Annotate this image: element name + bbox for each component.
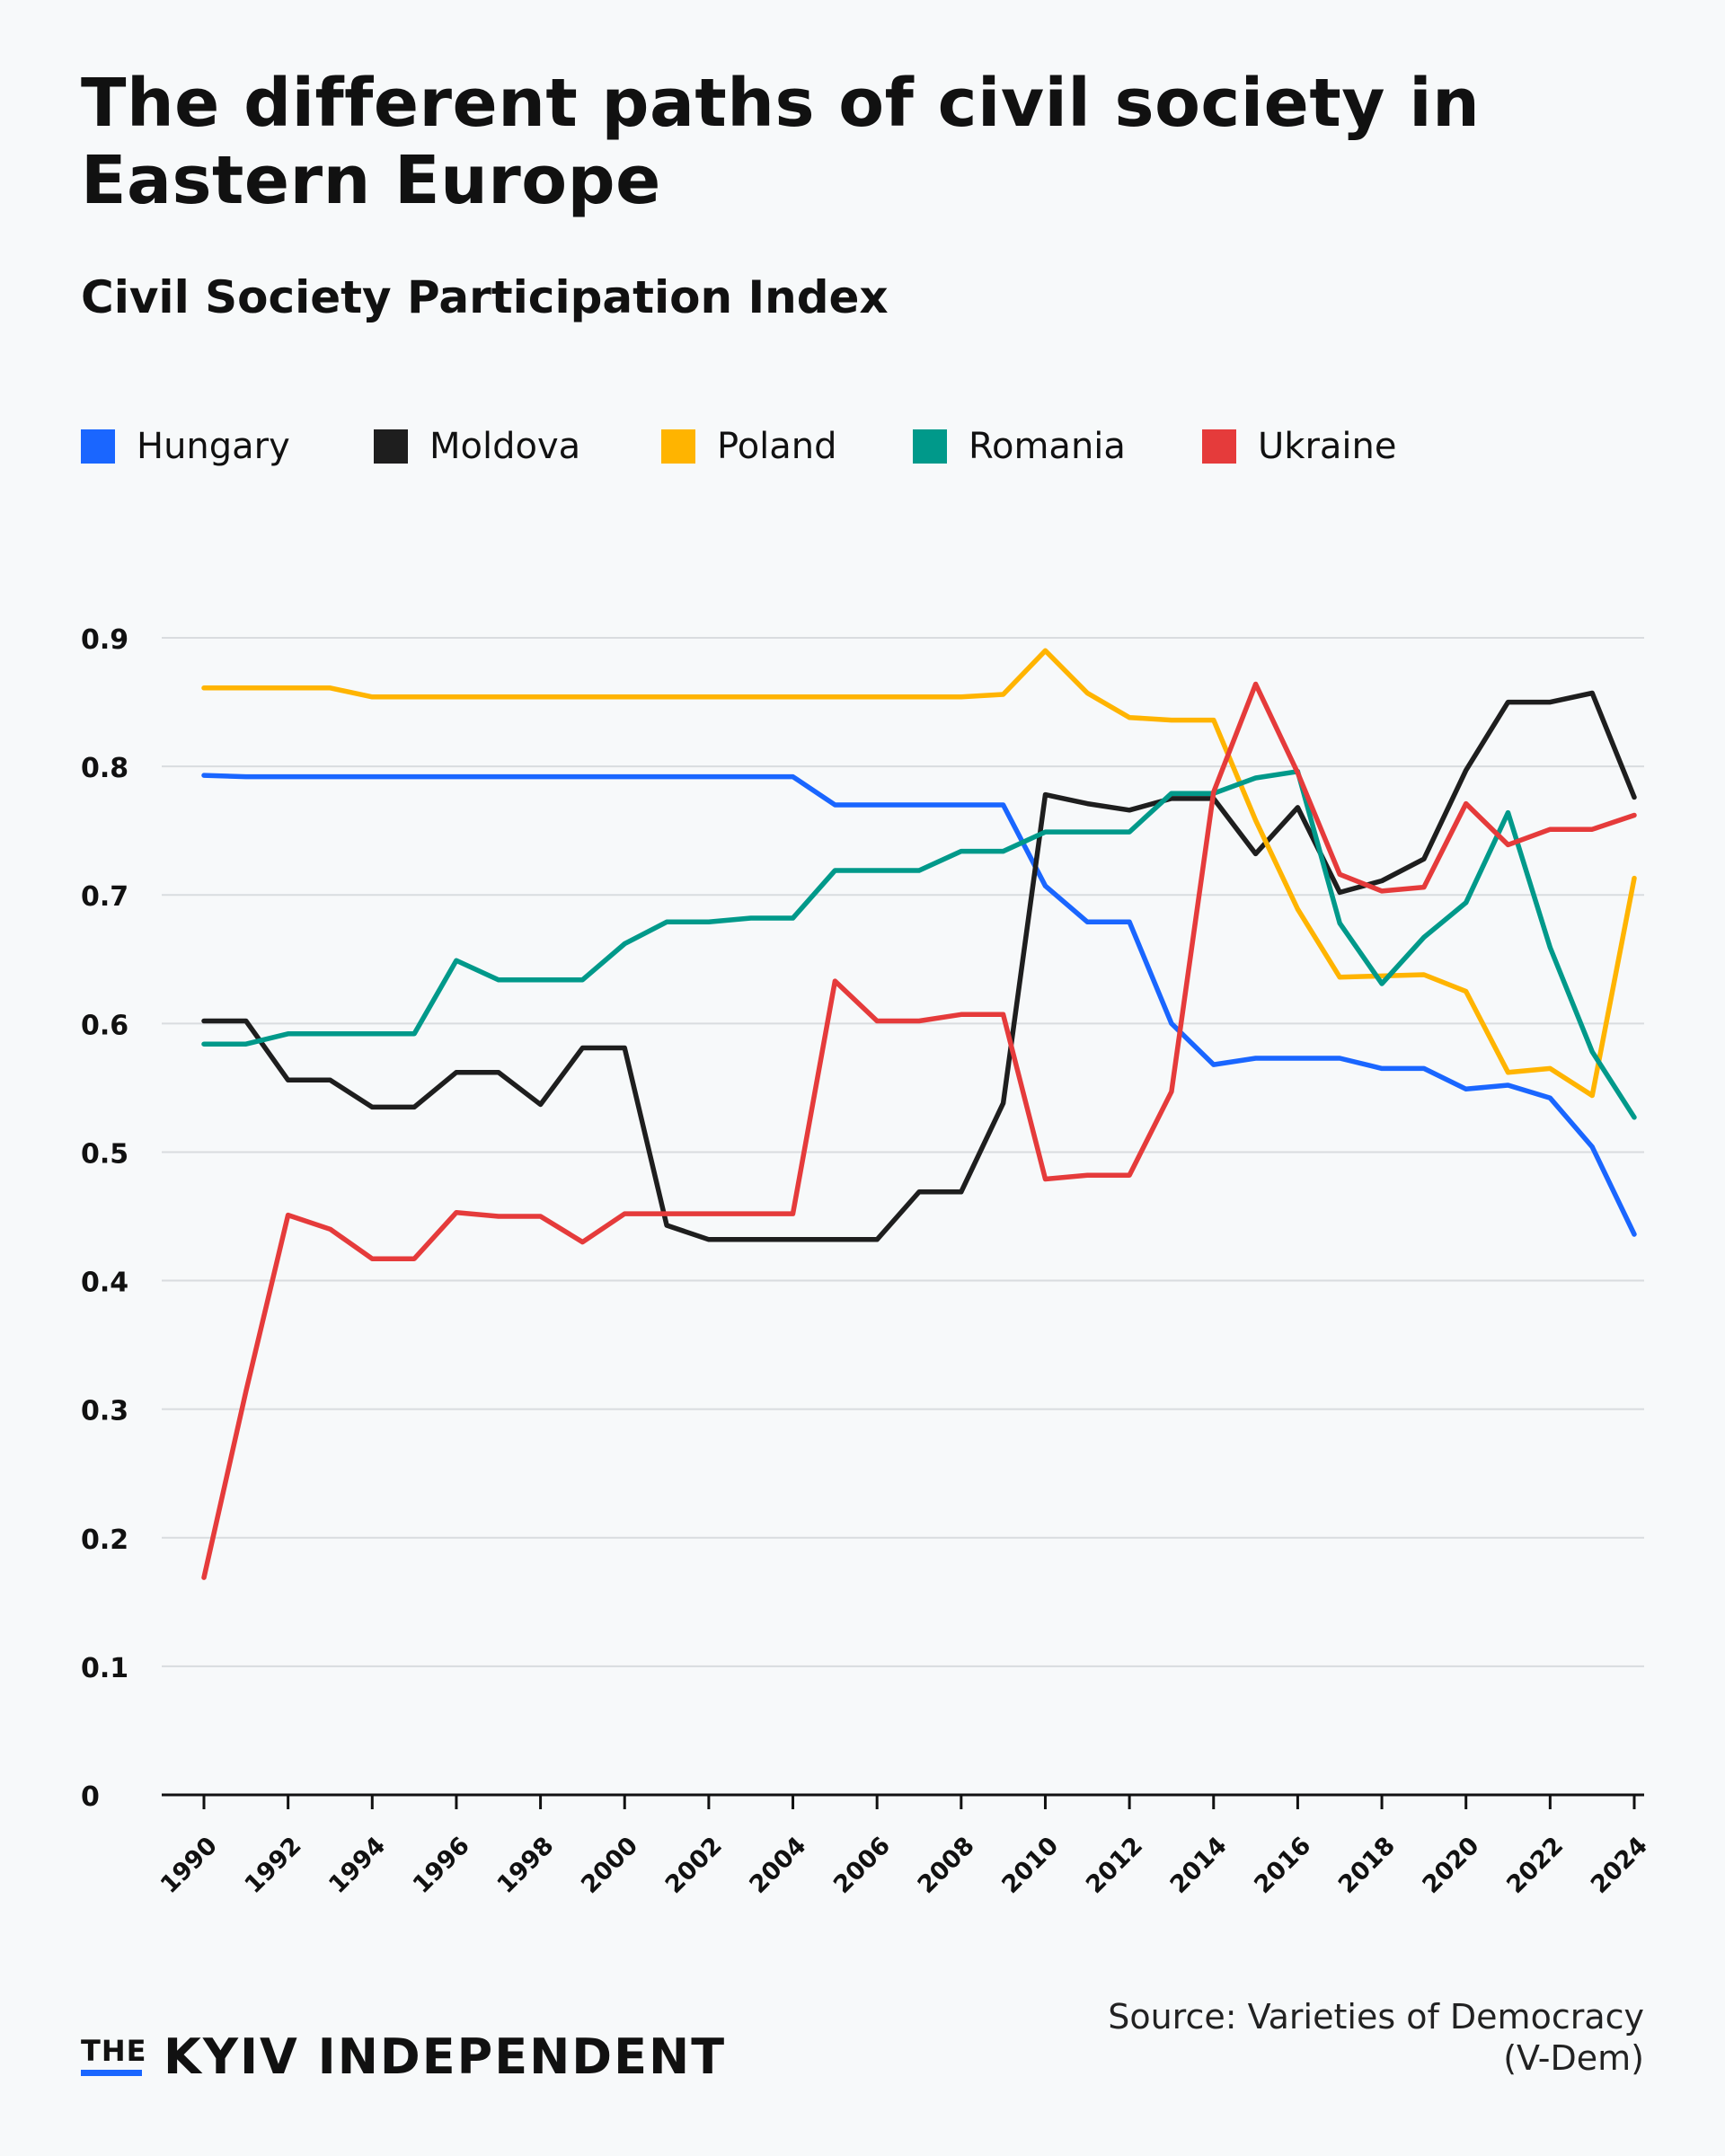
x-tick-label: 2012: [1081, 1832, 1148, 1899]
x-tick-label: 2004: [744, 1832, 811, 1899]
x-tick-label: 1990: [155, 1832, 223, 1899]
y-tick-label: 0.9: [81, 624, 128, 656]
legend-label-moldova: Moldova: [429, 426, 581, 467]
brand-underline: [81, 2070, 142, 2076]
legend-item-hungary: Hungary: [81, 424, 290, 469]
x-tick-label: 1992: [240, 1832, 307, 1899]
x-tick-label: 2008: [913, 1832, 980, 1899]
y-tick-label: 0.7: [81, 881, 128, 913]
y-tick-label: 0.3: [81, 1396, 128, 1427]
series-line-ukraine: [201, 681, 1637, 1580]
legend-label-poland: Poland: [717, 426, 837, 467]
x-tick-label: 1994: [323, 1832, 391, 1899]
x-tick-label: 2024: [1586, 1832, 1653, 1899]
y-tick-label: 0.2: [81, 1524, 128, 1556]
brand-name: KYIV INDEPENDENT: [164, 2028, 727, 2085]
y-tick-label: 0: [81, 1781, 100, 1813]
x-tick-label: 2014: [1165, 1832, 1233, 1899]
y-tick-label: 0.4: [81, 1268, 128, 1299]
x-tick-label: 1996: [408, 1832, 475, 1899]
legend-swatch-moldova: [374, 429, 408, 464]
brand-the: THE: [81, 2034, 147, 2068]
y-tick-label: 0.1: [81, 1653, 128, 1684]
series-line-moldova: [201, 690, 1637, 1242]
y-tick-label: 0.5: [81, 1138, 128, 1170]
x-tick-label: 2022: [1501, 1832, 1569, 1899]
x-tick-label: 1998: [491, 1832, 559, 1899]
x-tick-label: 2000: [576, 1832, 643, 1899]
source-note: Source: Varieties of Democracy (V-Dem): [1108, 1997, 1644, 2078]
legend-swatch-poland: [661, 429, 695, 464]
legend-item-ukraine: Ukraine: [1202, 424, 1396, 469]
x-tick-label: 2016: [1249, 1832, 1316, 1899]
legend-label-ukraine: Ukraine: [1258, 426, 1397, 467]
x-tick-label: 2002: [660, 1832, 728, 1899]
x-tick-label: 2006: [828, 1832, 896, 1899]
y-tick-label: 0.8: [81, 753, 128, 784]
x-tick-label: 2020: [1418, 1832, 1485, 1899]
x-tick-label: 2018: [1333, 1832, 1401, 1899]
series-line-hungary: [201, 773, 1637, 1237]
series-line-poland: [201, 648, 1637, 1099]
legend-swatch-hungary: [81, 429, 115, 464]
x-tick-label: 2010: [996, 1832, 1064, 1899]
legend-item-moldova: Moldova: [374, 424, 580, 469]
legend-label-romania: Romania: [969, 426, 1126, 467]
chart-title: The different paths of civil society in …: [81, 65, 1481, 219]
legend-item-romania: Romania: [913, 424, 1126, 469]
line-chart: 0 0.1 0.2 0.3 0.4 0.5 0.6 0.7 0.8 0.9 1990 1992 1994…: [81, 624, 1653, 1899]
series-line-romania: [201, 769, 1637, 1120]
y-tick-label: 0.6: [81, 1010, 128, 1041]
chart-subtitle: Civil Society Participation Index: [81, 271, 889, 323]
legend-swatch-romania: [913, 429, 947, 464]
legend-label-hungary: Hungary: [137, 426, 290, 467]
legend-swatch-ukraine: [1202, 429, 1236, 464]
legend-item-poland: Poland: [661, 424, 837, 469]
